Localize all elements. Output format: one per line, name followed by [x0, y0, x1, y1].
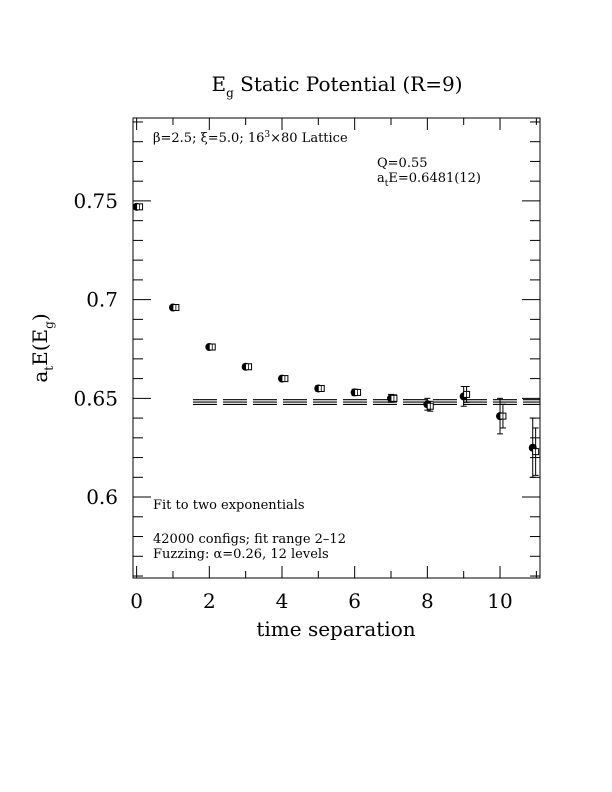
- y-label-sub2: g: [42, 321, 56, 329]
- fit-annotation: Fit to two exponentials: [153, 498, 305, 513]
- y-axis-label: atE(Eg): [28, 313, 56, 382]
- energy-annotation: atE=0.6481(12): [377, 171, 481, 189]
- x-tick-label: 0: [130, 589, 143, 613]
- axis-ticks: [133, 118, 540, 578]
- x-tick-label: 2: [203, 589, 216, 613]
- plot-frame: [132, 117, 541, 579]
- y-label-main: a: [28, 371, 52, 383]
- energy-rest: E=0.6481(12): [388, 171, 481, 186]
- fit-band: [192, 399, 540, 406]
- y-label-sub1: t: [42, 366, 56, 371]
- title-rest: Static Potential (R=9): [234, 72, 463, 96]
- x-tick-label: 8: [421, 589, 434, 613]
- data-points: [132, 202, 540, 478]
- lattice-annotation: β=2.5; ξ=5.0; 163×80 Lattice: [153, 130, 348, 146]
- lattice-text-a: β=2.5; ξ=5.0; 16: [153, 131, 264, 146]
- q-annotation: Q=0.55: [377, 156, 428, 171]
- title-subscript: g: [226, 86, 234, 100]
- y-tick-label: 0.6: [86, 485, 118, 509]
- energy-sub: t: [385, 179, 389, 189]
- lattice-text-sup: 3: [264, 130, 270, 140]
- y-tick-label: 0.65: [73, 386, 118, 410]
- configs-annotation: 42000 configs; fit range 2–12: [153, 532, 346, 547]
- x-tick-label: 10: [487, 589, 512, 613]
- y-tick-label: 0.7: [86, 288, 118, 312]
- x-tick-labels: 0 2 4 6 8 10: [130, 589, 512, 613]
- x-tick-label: 4: [276, 589, 289, 613]
- y-label-mid: E(E: [28, 329, 52, 366]
- x-axis-label: time separation: [256, 617, 415, 641]
- lattice-text-b: ×80 Lattice: [270, 131, 348, 146]
- title-main: E: [211, 72, 226, 96]
- y-label-end: ): [28, 313, 52, 321]
- energy-main: a: [377, 171, 385, 186]
- y-tick-labels: 0.6 0.65 0.7 0.75: [73, 189, 118, 509]
- chart-title: Eg Static Potential (R=9): [211, 72, 462, 100]
- x-tick-label: 6: [348, 589, 361, 613]
- fuzzing-annotation: Fuzzing: α=0.26, 12 levels: [153, 547, 329, 562]
- y-tick-label: 0.75: [73, 189, 118, 213]
